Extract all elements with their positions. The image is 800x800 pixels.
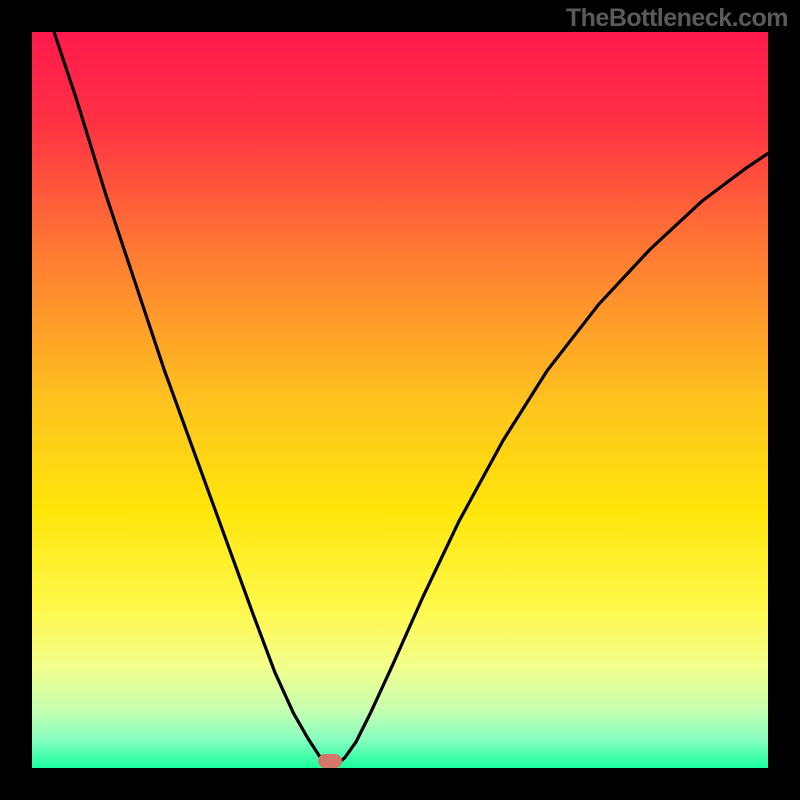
chart-container: TheBottleneck.com <box>0 0 800 800</box>
watermark-text: TheBottleneck.com <box>566 4 788 33</box>
minimum-marker <box>318 754 342 768</box>
bottleneck-curve <box>54 32 768 764</box>
plot-area <box>32 32 768 768</box>
curve-svg <box>32 32 768 768</box>
